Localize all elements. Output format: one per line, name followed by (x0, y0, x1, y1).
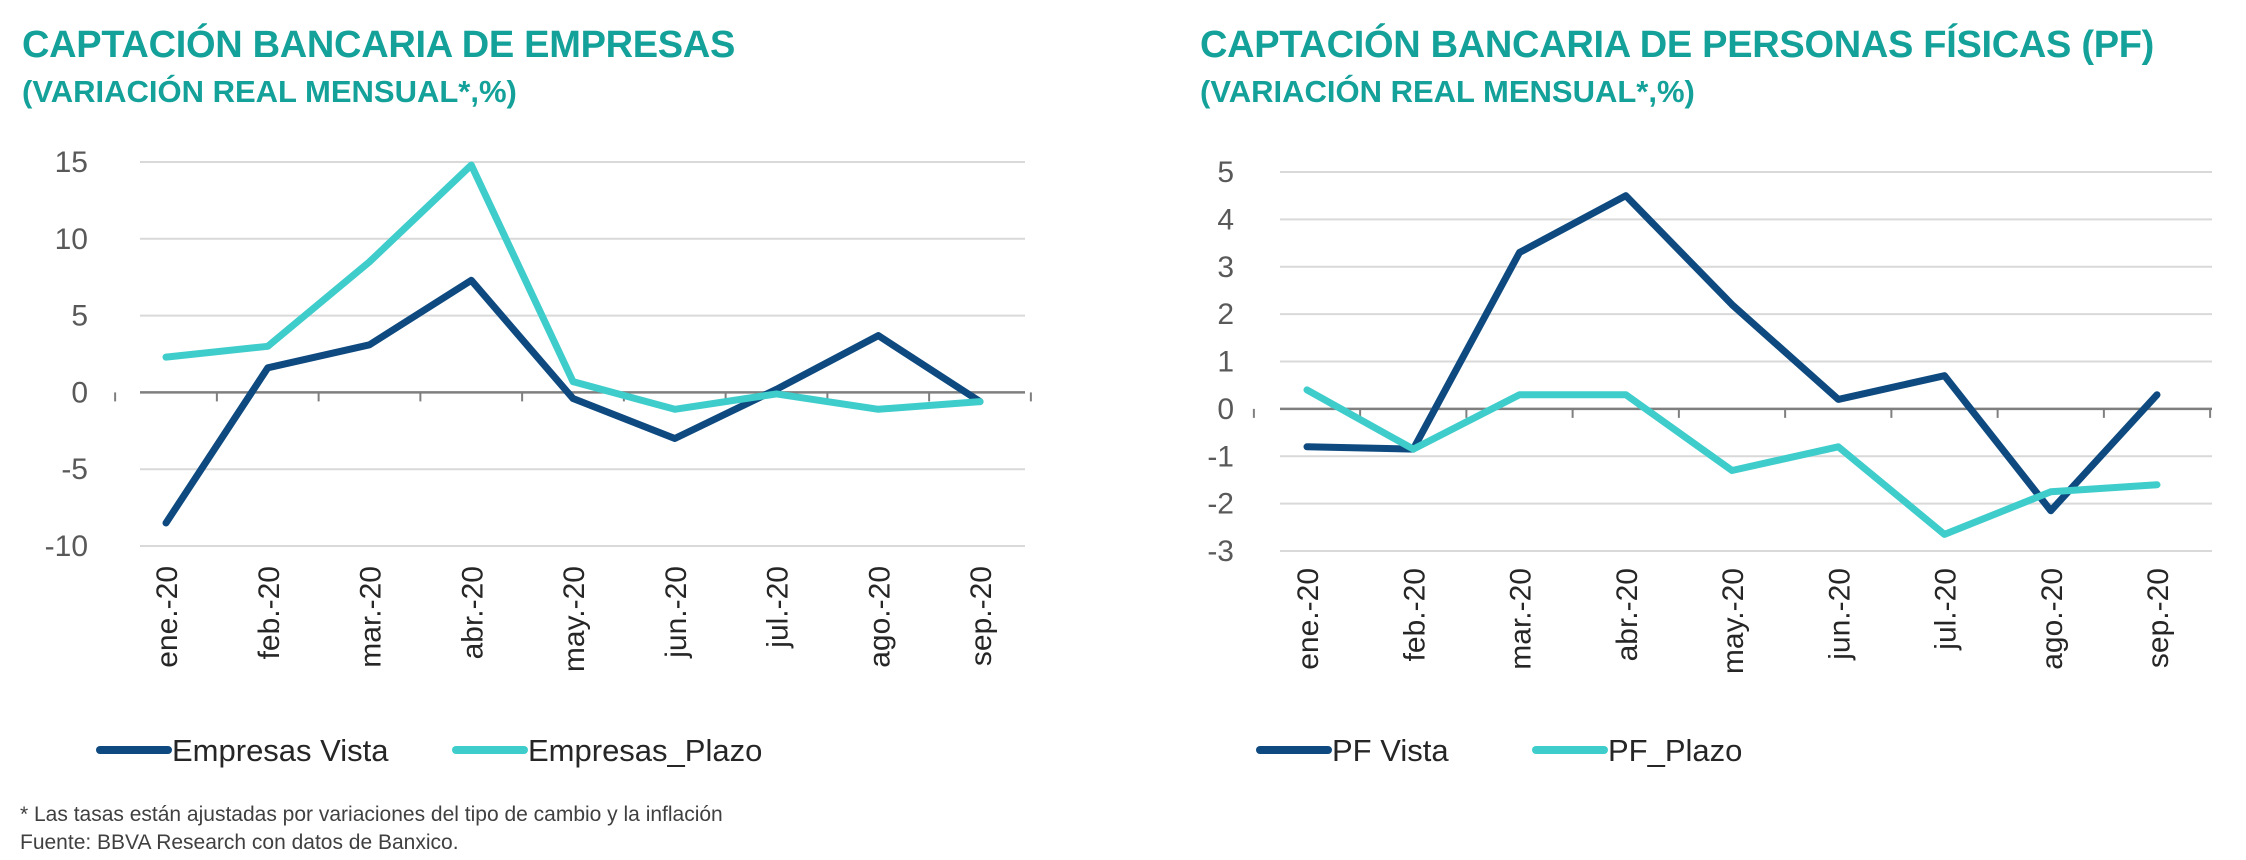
y-tick-label: 2 (1217, 298, 1234, 331)
x-tick-label: feb.-20 (253, 566, 286, 659)
x-tick-label: mar.-20 (355, 566, 388, 668)
series-line-empresas-vista (162, 276, 984, 527)
chart-title: CAPTACIÓN BANCARIA DE EMPRESAS (22, 24, 736, 66)
chart-subtitle: (VARIACIÓN REAL MENSUAL*,%) (1200, 74, 1695, 109)
y-tick-label: -1 (1207, 440, 1234, 473)
y-tick-label: -5 (61, 453, 88, 486)
y-tick-label: 5 (1217, 156, 1234, 189)
y-tick-label: 0 (71, 376, 88, 409)
y-tick-label: -3 (1207, 535, 1234, 568)
x-tick-label: may.-20 (1717, 568, 1750, 674)
y-tick-label: 3 (1217, 251, 1234, 284)
footnote-adjustment: * Las tasas están ajustadas por variacio… (20, 803, 723, 826)
x-tick-label: may.-20 (558, 566, 591, 672)
chart-subtitle: (VARIACIÓN REAL MENSUAL*,%) (22, 74, 517, 109)
x-tick-label: mar.-20 (1505, 568, 1538, 670)
chart-title: CAPTACIÓN BANCARIA DE PERSONAS FÍSICAS (… (1200, 24, 2155, 66)
legend-label: PF Vista (1332, 733, 1449, 768)
legend-label: PF_Plazo (1608, 733, 1742, 768)
x-tick-label: ago.-20 (2036, 568, 2069, 670)
y-tick-label: 4 (1217, 203, 1234, 236)
y-tick-label: 5 (71, 300, 88, 333)
y-tick-label: 10 (55, 223, 88, 256)
y-tick-label: -10 (45, 530, 88, 563)
y-tick-label: 1 (1217, 346, 1234, 379)
x-tick-label: feb.-20 (1398, 568, 1431, 661)
legend-label: Empresas_Plazo (528, 733, 762, 768)
x-tick-label: jun.-20 (660, 566, 693, 659)
x-tick-label: ene.-20 (151, 566, 184, 668)
footnote-source: Fuente: BBVA Research con datos de Banxi… (20, 831, 459, 854)
x-tick-label: abr.-20 (456, 566, 489, 659)
x-tick-label: abr.-20 (1611, 568, 1644, 661)
x-tick-label: ene.-20 (1292, 568, 1325, 670)
chart-panel-empresas: CAPTACIÓN BANCARIA DE EMPRESAS (VARIACIÓ… (0, 0, 1140, 800)
series-line-pf-plazo (1303, 386, 2161, 538)
legend-label: Empresas Vista (172, 733, 389, 768)
chart-personas-fisicas: 5 4 3 2 1 0 -1 -2 -3 ene.-20 feb.-20 mar.-20 abr.-20… (1207, 156, 2212, 768)
x-tick-label: jun.-20 (1823, 568, 1856, 661)
x-tick-label: ago.-20 (863, 566, 896, 668)
chart-empresas: 15 10 5 0 -5 -10 ene.-20 feb.-20 mar.-20 abr.-20 m… (45, 146, 1032, 768)
x-tick-label: sep.-20 (965, 566, 998, 666)
series-line-pf-vista (1303, 192, 2161, 515)
y-tick-label: 0 (1217, 393, 1234, 426)
x-tick-label: sep.-20 (2142, 568, 2175, 668)
x-tick-label: jul.-20 (762, 566, 795, 649)
x-tick-label: jul.-20 (1930, 568, 1963, 651)
y-tick-label: -2 (1207, 488, 1234, 521)
chart-panel-personas-fisicas: CAPTACIÓN BANCARIA DE PERSONAS FÍSICAS (… (1180, 0, 2246, 800)
series-line-empresas-plazo (162, 161, 984, 413)
y-tick-label: 15 (55, 146, 88, 179)
